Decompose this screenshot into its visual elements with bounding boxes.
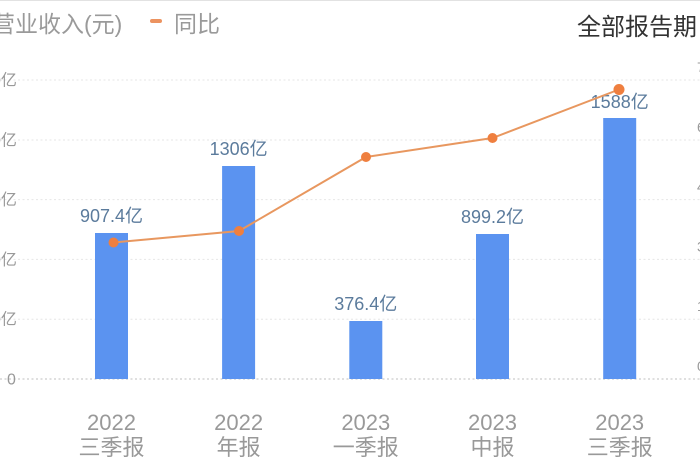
svg-text:中报: 中报 bbox=[470, 435, 514, 460]
svg-text:376.4亿: 376.4亿 bbox=[334, 294, 397, 314]
svg-text:1306亿: 1306亿 bbox=[210, 139, 268, 159]
svg-text:0亿: 0亿 bbox=[0, 251, 17, 269]
svg-text:2023: 2023 bbox=[341, 410, 390, 435]
svg-text:0亿: 0亿 bbox=[0, 311, 17, 329]
svg-text:0亿: 0亿 bbox=[0, 72, 17, 90]
svg-text:2023: 2023 bbox=[595, 410, 644, 435]
svg-text:三季报: 三季报 bbox=[587, 435, 653, 460]
svg-text:三季报: 三季报 bbox=[78, 435, 144, 460]
svg-text:0亿: 0亿 bbox=[0, 191, 17, 209]
svg-text:0: 0 bbox=[7, 372, 16, 389]
svg-text:0亿: 0亿 bbox=[0, 132, 17, 150]
svg-text:年报: 年报 bbox=[217, 435, 261, 460]
svg-text:2023: 2023 bbox=[468, 410, 517, 435]
svg-text:899.2亿: 899.2亿 bbox=[461, 207, 524, 227]
svg-text:2022: 2022 bbox=[214, 410, 263, 435]
svg-text:一季报: 一季报 bbox=[333, 435, 399, 460]
svg-text:2022: 2022 bbox=[87, 410, 136, 435]
svg-text:907.4亿: 907.4亿 bbox=[80, 206, 143, 226]
svg-text:1588亿: 1588亿 bbox=[591, 92, 649, 112]
